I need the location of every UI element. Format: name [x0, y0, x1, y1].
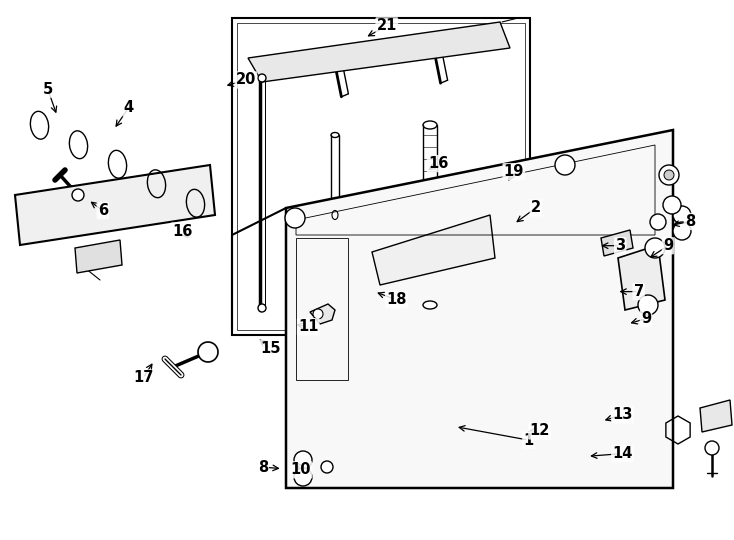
Polygon shape	[248, 22, 510, 82]
Text: 13: 13	[612, 407, 633, 422]
Ellipse shape	[423, 301, 437, 309]
Text: 8: 8	[258, 460, 268, 475]
Text: 10: 10	[291, 462, 311, 477]
Ellipse shape	[332, 211, 338, 219]
Circle shape	[659, 165, 679, 185]
Polygon shape	[372, 215, 495, 285]
Circle shape	[555, 155, 575, 175]
Text: 12: 12	[529, 423, 550, 438]
Text: 7: 7	[633, 284, 644, 299]
Circle shape	[663, 196, 681, 214]
Circle shape	[673, 222, 691, 240]
Text: 19: 19	[504, 164, 524, 179]
Circle shape	[645, 238, 665, 258]
Text: 8: 8	[685, 214, 695, 229]
Ellipse shape	[331, 298, 339, 302]
Text: 11: 11	[298, 319, 319, 334]
Text: 16: 16	[172, 224, 192, 239]
Text: 9: 9	[663, 238, 673, 253]
Polygon shape	[618, 245, 665, 310]
Text: 21: 21	[377, 18, 397, 33]
Text: 9: 9	[641, 311, 651, 326]
Polygon shape	[15, 165, 215, 245]
Polygon shape	[700, 400, 732, 432]
Polygon shape	[286, 130, 673, 488]
Circle shape	[258, 74, 266, 82]
Circle shape	[285, 208, 305, 228]
Circle shape	[705, 441, 719, 455]
Circle shape	[650, 214, 666, 230]
Text: 17: 17	[133, 370, 153, 386]
Circle shape	[198, 342, 218, 362]
Text: 3: 3	[615, 238, 625, 253]
Circle shape	[294, 451, 312, 469]
Text: 20: 20	[236, 72, 256, 87]
Text: 4: 4	[123, 100, 134, 116]
Text: 16: 16	[428, 156, 448, 171]
Text: 18: 18	[386, 292, 407, 307]
Circle shape	[294, 468, 312, 486]
Text: 6: 6	[98, 203, 108, 218]
Circle shape	[258, 304, 266, 312]
Text: 1: 1	[523, 433, 534, 448]
Circle shape	[673, 206, 691, 224]
Circle shape	[664, 170, 674, 180]
Text: 5: 5	[43, 82, 53, 97]
Circle shape	[313, 309, 323, 319]
Text: 14: 14	[612, 446, 633, 461]
Text: 15: 15	[260, 341, 280, 356]
Polygon shape	[75, 240, 122, 273]
Circle shape	[638, 295, 658, 315]
Polygon shape	[310, 304, 335, 324]
Text: 2: 2	[531, 200, 541, 215]
Circle shape	[321, 461, 333, 473]
Polygon shape	[601, 230, 633, 256]
Circle shape	[72, 189, 84, 201]
